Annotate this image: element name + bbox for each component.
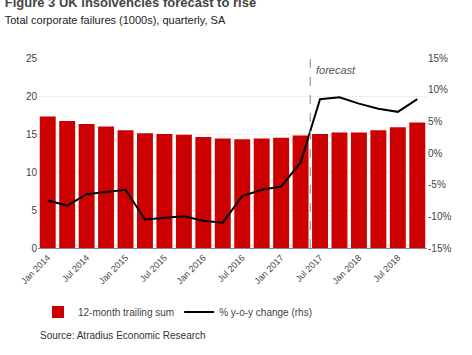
svg-text:10: 10 <box>26 167 38 178</box>
svg-text:% y-o-y change (rhs): % y-o-y change (rhs) <box>219 307 312 318</box>
svg-text:0%: 0% <box>428 148 443 159</box>
svg-text:5: 5 <box>31 205 37 216</box>
svg-text:Jul 2014: Jul 2014 <box>60 253 91 284</box>
svg-text:Jul 2017: Jul 2017 <box>293 253 324 284</box>
svg-text:forecast: forecast <box>316 64 356 76</box>
svg-text:Figure 3 UK insolvencies forec: Figure 3 UK insolvencies forecast to ris… <box>5 0 256 26</box>
svg-text:20: 20 <box>26 91 38 102</box>
svg-text:Jul 2018: Jul 2018 <box>371 253 402 284</box>
svg-text:10%: 10% <box>428 84 448 95</box>
svg-text:0: 0 <box>31 243 37 254</box>
svg-text:Jan 2015: Jan 2015 <box>97 253 130 286</box>
svg-text:Jan 2018: Jan 2018 <box>330 253 363 286</box>
svg-text:25: 25 <box>26 53 38 64</box>
svg-text:Jan 2014: Jan 2014 <box>19 253 52 286</box>
svg-text:15%: 15% <box>428 53 448 64</box>
svg-text:Source: Atradius Economic Rese: Source: Atradius Economic Research <box>40 330 206 341</box>
svg-text:-10%: -10% <box>428 211 451 222</box>
svg-text:5%: 5% <box>428 116 443 127</box>
svg-text:Jan 2016: Jan 2016 <box>175 253 208 286</box>
svg-text:Jul 2016: Jul 2016 <box>216 253 247 284</box>
svg-text:-5%: -5% <box>428 179 446 190</box>
svg-text:Jul 2015: Jul 2015 <box>138 253 169 284</box>
svg-text:-15%: -15% <box>428 243 451 254</box>
svg-text:12-month trailing sum: 12-month trailing sum <box>78 307 174 318</box>
svg-text:Jan 2017: Jan 2017 <box>252 253 285 286</box>
svg-text:15: 15 <box>26 129 38 140</box>
